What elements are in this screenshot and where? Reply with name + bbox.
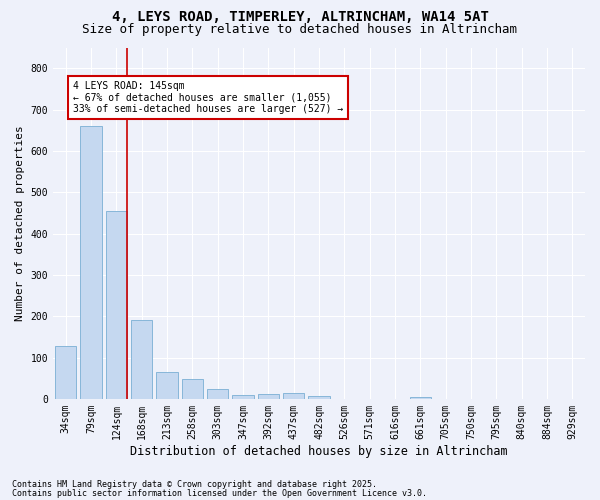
X-axis label: Distribution of detached houses by size in Altrincham: Distribution of detached houses by size …: [130, 444, 508, 458]
Y-axis label: Number of detached properties: Number of detached properties: [15, 126, 25, 321]
Text: Contains HM Land Registry data © Crown copyright and database right 2025.: Contains HM Land Registry data © Crown c…: [12, 480, 377, 489]
Bar: [55, 346, 76, 399]
Bar: [283, 394, 304, 399]
Bar: [232, 394, 254, 399]
Bar: [308, 396, 330, 399]
Bar: [257, 394, 279, 399]
Bar: [131, 320, 152, 399]
Text: Contains public sector information licensed under the Open Government Licence v3: Contains public sector information licen…: [12, 489, 427, 498]
Bar: [106, 211, 127, 399]
Bar: [207, 388, 229, 399]
Bar: [410, 397, 431, 399]
Text: 4, LEYS ROAD, TIMPERLEY, ALTRINCHAM, WA14 5AT: 4, LEYS ROAD, TIMPERLEY, ALTRINCHAM, WA1…: [112, 10, 488, 24]
Text: Size of property relative to detached houses in Altrincham: Size of property relative to detached ho…: [83, 22, 517, 36]
Bar: [182, 379, 203, 399]
Bar: [80, 126, 102, 399]
Bar: [156, 372, 178, 399]
Text: 4 LEYS ROAD: 145sqm
← 67% of detached houses are smaller (1,055)
33% of semi-det: 4 LEYS ROAD: 145sqm ← 67% of detached ho…: [73, 80, 344, 114]
